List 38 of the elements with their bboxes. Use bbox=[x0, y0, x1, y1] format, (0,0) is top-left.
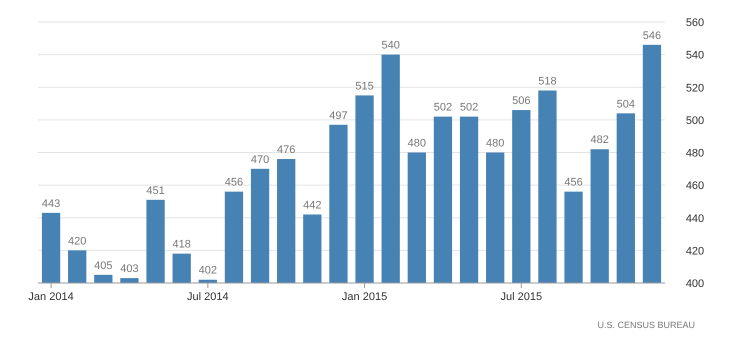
y-tick-label: 480 bbox=[686, 148, 704, 160]
y-tick-label: 560 bbox=[686, 17, 704, 29]
y-tick-label: 400 bbox=[686, 278, 704, 290]
data-label: 403 bbox=[120, 263, 139, 276]
y-tick-label: 460 bbox=[686, 180, 704, 192]
data-label: 502 bbox=[434, 102, 452, 114]
data-label: 418 bbox=[172, 238, 191, 251]
data-label: 456 bbox=[564, 176, 583, 189]
data-label: 497 bbox=[329, 110, 348, 122]
data-label: 451 bbox=[146, 184, 165, 197]
data-label: 402 bbox=[198, 264, 217, 277]
data-label: 443 bbox=[42, 198, 60, 210]
y-tick-label: 520 bbox=[686, 82, 704, 94]
data-label: 518 bbox=[538, 76, 557, 88]
data-label: 480 bbox=[408, 138, 426, 150]
y-tick-label: 440 bbox=[686, 212, 704, 225]
x-tick-label: Jul 2014 bbox=[187, 291, 229, 303]
y-tick-label: 540 bbox=[686, 50, 704, 62]
data-label: 506 bbox=[512, 95, 530, 108]
text: U.S. CENSUS BUREAU bbox=[597, 320, 695, 330]
data-label: 405 bbox=[94, 260, 112, 272]
data-label: 504 bbox=[616, 98, 635, 110]
data-label: 515 bbox=[355, 80, 374, 92]
data-label: 480 bbox=[486, 138, 504, 150]
data-label: 470 bbox=[250, 154, 270, 166]
data-label: 540 bbox=[382, 40, 400, 52]
data-label: 482 bbox=[590, 134, 609, 146]
x-tick-label: Jul 2015 bbox=[500, 291, 542, 303]
x-tick-label: Jan 2014 bbox=[28, 291, 74, 303]
y-tick-label: 420 bbox=[686, 245, 704, 258]
data-label: 476 bbox=[277, 144, 296, 156]
data-label: 502 bbox=[460, 102, 478, 114]
data-label: 546 bbox=[642, 30, 662, 42]
data-label: 442 bbox=[303, 199, 322, 212]
data-label: 456 bbox=[224, 176, 244, 189]
x-tick-label: Jan 2015 bbox=[342, 291, 388, 303]
data-label: 420 bbox=[68, 235, 86, 248]
y-tick-label: 500 bbox=[686, 114, 704, 127]
